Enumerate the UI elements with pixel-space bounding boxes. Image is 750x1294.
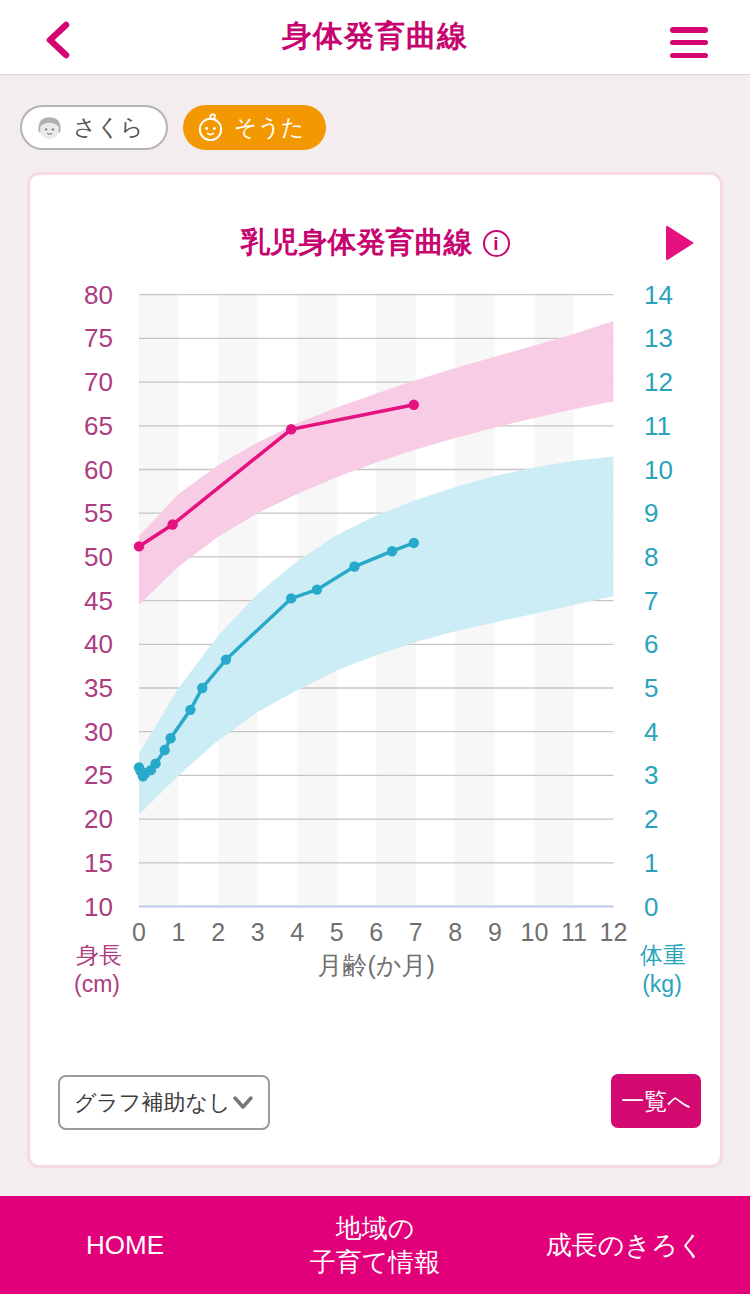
height-point <box>409 400 419 410</box>
height-point <box>167 519 177 529</box>
growth-chart: 8075706560555045403530252015101413121110… <box>30 275 726 1015</box>
axis-label: 40 <box>84 629 113 659</box>
axis-label: 2 <box>644 804 658 834</box>
axis-label: 20 <box>84 804 113 834</box>
baby-icon <box>195 112 226 143</box>
child-name: そうた <box>234 112 305 143</box>
height-point <box>286 424 296 434</box>
axis-label: 9 <box>644 498 658 528</box>
app-header: 身体発育曲線 <box>0 0 750 75</box>
child-chip-souta[interactable]: そうた <box>183 105 327 150</box>
axis-label: 8 <box>448 918 462 946</box>
axis-label: 15 <box>84 848 113 878</box>
axis-label: 身長 <box>76 942 122 968</box>
axis-label: 2 <box>211 918 225 946</box>
axis-label: (kg) <box>642 971 682 997</box>
weight-point <box>312 584 322 594</box>
axis-label: 11 <box>644 411 671 441</box>
weight-point <box>165 733 175 743</box>
axis-label: (cm) <box>74 971 120 997</box>
axis-label: 1 <box>172 918 186 946</box>
axis-label: 10 <box>644 455 673 485</box>
axis-label: 4 <box>290 918 304 946</box>
axis-label: 9 <box>488 918 502 946</box>
axis-label: 6 <box>369 918 383 946</box>
axis-label: 70 <box>84 367 113 397</box>
axis-label: 60 <box>84 455 113 485</box>
axis-label: 13 <box>644 323 673 353</box>
chevron-down-icon <box>232 1095 254 1111</box>
weight-point <box>387 546 397 556</box>
child-chip-sakura[interactable]: さくら <box>20 105 168 150</box>
axis-label: 65 <box>84 411 113 441</box>
child-name: さくら <box>73 112 144 143</box>
chart-title: 乳児身体発育曲線 <box>241 223 473 263</box>
axis-label: 80 <box>84 280 113 310</box>
axis-label: 4 <box>644 717 658 747</box>
axis-label: 10 <box>84 892 113 922</box>
dropdown-value: グラフ補助なし <box>74 1088 231 1118</box>
girl-icon <box>34 112 65 143</box>
axis-label: 5 <box>644 673 658 703</box>
nav-region-childcare[interactable]: 地域の 子育て情報 <box>250 1196 500 1294</box>
weight-point <box>185 705 195 715</box>
axis-label: 35 <box>84 673 113 703</box>
axis-label: 3 <box>251 918 265 946</box>
axis-label: 5 <box>330 918 344 946</box>
axis-label: 7 <box>644 586 658 616</box>
nav-growth-record[interactable]: 成長のきろく <box>500 1196 750 1294</box>
axis-label: 12 <box>600 918 628 946</box>
axis-label: 8 <box>644 542 658 572</box>
hamburger-menu-button[interactable] <box>670 27 708 58</box>
axis-label: 45 <box>84 586 113 616</box>
axis-label: 月齢(か月) <box>318 951 435 979</box>
weight-point <box>197 683 207 693</box>
nav-home[interactable]: HOME <box>0 1196 250 1294</box>
axis-label: 50 <box>84 542 113 572</box>
weight-point <box>160 745 170 755</box>
graph-aid-dropdown[interactable]: グラフ補助なし <box>58 1075 270 1130</box>
axis-label: 14 <box>644 280 673 310</box>
axis-label: 11 <box>561 918 587 946</box>
hamburger-bar <box>670 53 708 59</box>
weight-point <box>349 561 359 571</box>
weight-point <box>221 654 231 664</box>
next-chart-arrow-icon[interactable] <box>666 225 694 261</box>
axis-label: 75 <box>84 323 113 353</box>
info-icon[interactable]: i <box>483 230 510 257</box>
page-title: 身体発育曲線 <box>0 0 750 75</box>
axis-label: 55 <box>84 498 113 528</box>
axis-label: 12 <box>644 367 673 397</box>
axis-label: 3 <box>644 760 658 790</box>
axis-label: 0 <box>644 892 658 922</box>
axis-label: 0 <box>132 918 146 946</box>
chart-card: 乳児身体発育曲線 i 80757065605550454035302520151… <box>27 172 723 1168</box>
hamburger-bar <box>670 40 708 46</box>
axis-label: 10 <box>520 918 548 946</box>
axis-label: 25 <box>84 760 113 790</box>
axis-label: 6 <box>644 629 658 659</box>
hamburger-bar <box>670 27 708 33</box>
axis-label: 7 <box>409 918 423 946</box>
bottom-navigation: HOME 地域の 子育て情報 成長のきろく <box>0 1196 750 1294</box>
axis-label: 体重 <box>640 942 686 968</box>
child-selector: さくら そうた <box>20 105 326 150</box>
weight-point <box>150 758 160 768</box>
weight-point <box>409 538 419 548</box>
axis-label: 30 <box>84 717 113 747</box>
axis-label: 1 <box>644 848 658 878</box>
list-button[interactable]: 一覧へ <box>611 1074 701 1128</box>
weight-point <box>286 593 296 603</box>
height-point <box>134 541 144 551</box>
